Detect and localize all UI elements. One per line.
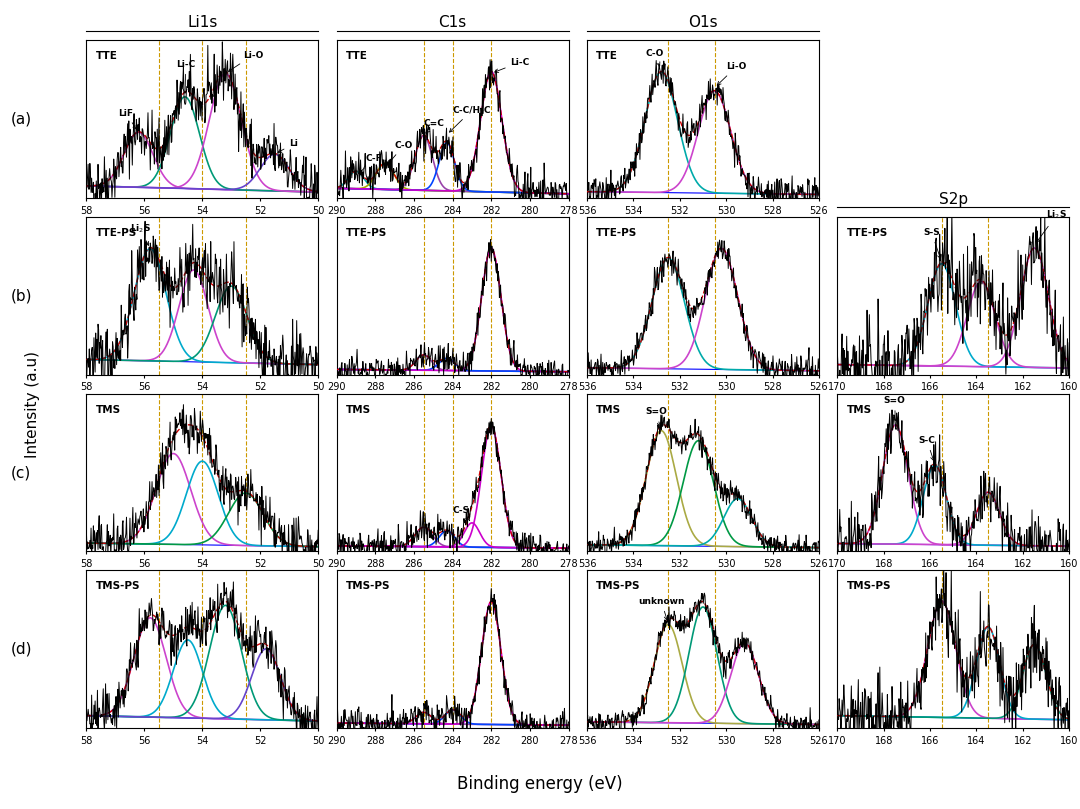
Text: S=O: S=O [883, 396, 906, 421]
Text: TMS-PS: TMS-PS [346, 582, 391, 591]
Text: TMS-PS: TMS-PS [847, 582, 891, 591]
Text: Li-C: Li-C [495, 57, 530, 73]
Text: C-C/H-C: C-C/H-C [449, 106, 491, 132]
Text: (c): (c) [11, 465, 31, 480]
Text: Li-C: Li-C [176, 60, 195, 93]
Text: Li$_2$S: Li$_2$S [130, 223, 151, 245]
Text: TTE-PS: TTE-PS [96, 228, 137, 238]
Text: C-O: C-O [388, 141, 413, 165]
Text: TMS: TMS [96, 404, 121, 415]
Text: C-S: C-S [453, 506, 470, 520]
Text: TMS-PS: TMS-PS [96, 582, 140, 591]
Text: S-S: S-S [923, 228, 941, 259]
Text: TTE-PS: TTE-PS [847, 228, 888, 238]
Text: Li-O: Li-O [717, 62, 746, 85]
Text: TMS: TMS [346, 404, 372, 415]
Text: TMS-PS: TMS-PS [596, 582, 640, 591]
Text: LiF: LiF [119, 108, 136, 129]
Text: TTE: TTE [96, 52, 118, 61]
Text: TTE-PS: TTE-PS [596, 228, 637, 238]
Text: C-F: C-F [359, 154, 382, 174]
Text: C1s: C1s [438, 15, 467, 30]
Text: (d): (d) [11, 642, 32, 657]
Text: Li: Li [278, 139, 298, 152]
Text: (b): (b) [11, 289, 32, 303]
Text: S=O: S=O [645, 408, 666, 426]
Text: S2p: S2p [939, 192, 968, 206]
Text: TMS: TMS [847, 404, 872, 415]
Text: C-O: C-O [645, 49, 663, 66]
Text: O1s: O1s [688, 15, 718, 30]
Text: Binding energy (eV): Binding energy (eV) [457, 775, 623, 793]
Text: C=C: C=C [423, 119, 445, 133]
Text: unknown: unknown [638, 597, 685, 620]
Text: TTE: TTE [346, 52, 368, 61]
Text: TTE: TTE [596, 52, 618, 61]
Text: Intensity (a.u): Intensity (a.u) [25, 351, 40, 458]
Text: Li-O: Li-O [229, 51, 264, 71]
Text: (a): (a) [11, 112, 32, 127]
Text: TTE-PS: TTE-PS [346, 228, 388, 238]
Text: Li1s: Li1s [187, 15, 217, 30]
Text: S-C: S-C [918, 436, 935, 460]
Text: TMS: TMS [596, 404, 621, 415]
Text: Li$_2$S: Li$_2$S [1037, 209, 1067, 242]
